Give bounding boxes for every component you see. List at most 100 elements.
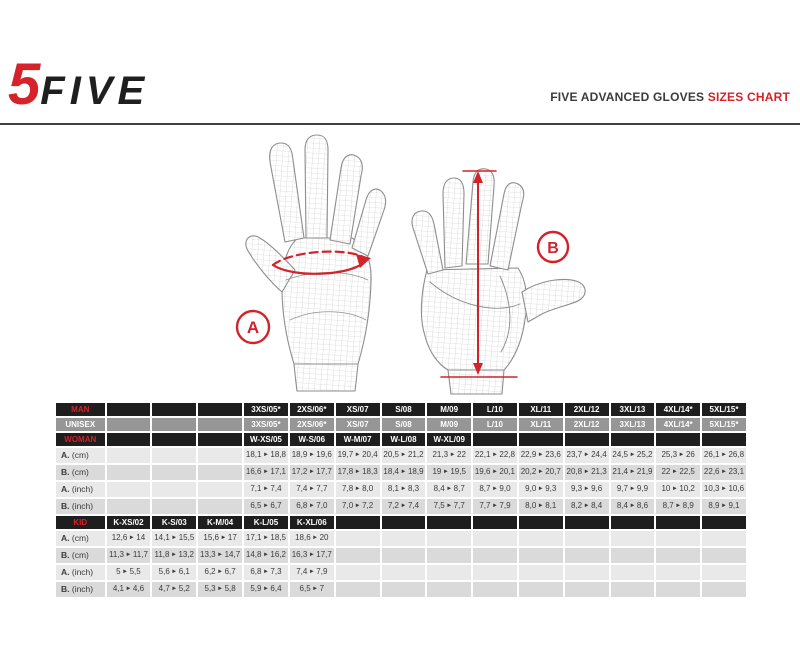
size-cell: 9,3 ► 9,6 xyxy=(564,482,609,497)
range-arrow-icon: ► xyxy=(491,486,498,492)
size-cell: 7,7 ► 7,9 xyxy=(473,499,517,514)
range-arrow-icon: ► xyxy=(262,452,269,458)
size-cell: S/08 xyxy=(381,403,426,416)
size-cell: 13,3 ► 14,7 xyxy=(198,548,243,563)
empty-cell xyxy=(518,565,563,580)
size-cell: 19,7 ► 20,4 xyxy=(335,448,380,463)
empty-cell xyxy=(701,531,746,546)
range-arrow-icon: ► xyxy=(583,486,590,492)
size-cell: 10 ► 10,2 xyxy=(656,482,700,497)
empty-cell xyxy=(106,482,151,497)
size-cell: M/09 xyxy=(427,418,471,431)
size-cell: 9,7 ► 9,9 xyxy=(610,482,655,497)
size-cell: 21,4 ► 21,9 xyxy=(610,465,655,480)
size-cell: 10,3 ► 10,6 xyxy=(701,482,746,497)
size-cell: W-XL/09 xyxy=(427,433,471,446)
size-cell: W-XS/05 xyxy=(244,433,288,446)
range-arrow-icon: ► xyxy=(217,569,224,575)
size-cell: 11,3 ► 11,7 xyxy=(106,548,151,563)
range-arrow-icon: ► xyxy=(171,535,178,541)
size-cell: 8,2 ► 8,4 xyxy=(564,499,609,514)
range-arrow-icon: ► xyxy=(442,469,449,475)
range-arrow-icon: ► xyxy=(354,452,361,458)
hands-measurement-diagram: A B xyxy=(235,134,586,395)
size-cell: 20,8 ► 21,3 xyxy=(564,465,609,480)
size-cell: M/09 xyxy=(427,403,471,416)
empty-cell xyxy=(381,516,426,529)
range-arrow-icon: ► xyxy=(125,586,132,592)
range-arrow-icon: ► xyxy=(537,452,544,458)
size-cell: L/10 xyxy=(473,418,517,431)
empty-cell xyxy=(656,433,700,446)
size-cell: 7,5 ► 7,7 xyxy=(427,499,471,514)
size-cell: 24,5 ► 25,2 xyxy=(610,448,655,463)
range-arrow-icon: ► xyxy=(217,586,224,592)
range-arrow-icon: ► xyxy=(721,486,727,492)
range-arrow-icon: ► xyxy=(583,503,590,509)
logo-number: 5 xyxy=(8,52,40,117)
size-cell: 11,8 ► 13,2 xyxy=(152,548,197,563)
size-cell: 17,2 ► 17,7 xyxy=(289,465,334,480)
size-cell: XL/11 xyxy=(518,418,563,431)
empty-cell xyxy=(106,448,151,463)
range-arrow-icon: ► xyxy=(312,586,319,592)
page-title-accent: SIZES CHART xyxy=(707,90,790,104)
size-cell: 3XL/13 xyxy=(610,403,655,416)
range-arrow-icon: ► xyxy=(491,503,498,509)
empty-cell xyxy=(381,565,426,580)
range-arrow-icon: ► xyxy=(537,503,544,509)
page-title: FIVE ADVANCED GLOVES SIZES CHART xyxy=(550,90,790,104)
range-arrow-icon: ► xyxy=(125,552,132,558)
empty-cell xyxy=(381,548,426,563)
empty-cell xyxy=(610,565,655,580)
empty-cell xyxy=(701,516,746,529)
size-cell: W-L/08 xyxy=(381,433,426,446)
empty-cell xyxy=(106,499,151,514)
table-row: KID K-XS/02 K-S/03 K-M/04 K-L/05 K-XL/06 xyxy=(56,516,746,529)
empty-cell xyxy=(701,582,746,597)
empty-cell xyxy=(198,482,243,497)
empty-cell xyxy=(152,403,197,416)
range-arrow-icon: ► xyxy=(354,503,361,509)
empty-cell xyxy=(564,531,609,546)
range-arrow-icon: ► xyxy=(312,535,319,541)
five-logo: 5FIVE xyxy=(8,56,149,114)
range-arrow-icon: ► xyxy=(128,535,135,541)
size-cell: 14,1 ► 15,5 xyxy=(152,531,197,546)
empty-cell xyxy=(656,531,700,546)
size-table: MAN 3XS/05* 2XS/06* XS/07 S/08 M/09 L/10 XL/11 2… xyxy=(54,401,748,599)
right-hand-wireframe xyxy=(411,168,586,395)
range-arrow-icon: ► xyxy=(308,486,315,492)
empty-cell xyxy=(427,548,471,563)
empty-cell xyxy=(152,448,197,463)
page-title-main: FIVE ADVANCED GLOVES xyxy=(550,90,705,104)
empty-cell xyxy=(427,565,471,580)
empty-cell xyxy=(610,433,655,446)
size-cell: 25,3 ► 26 xyxy=(656,448,700,463)
range-arrow-icon: ► xyxy=(171,586,178,592)
range-arrow-icon: ► xyxy=(446,486,453,492)
empty-cell xyxy=(152,418,197,431)
range-arrow-icon: ► xyxy=(122,569,129,575)
empty-cell xyxy=(335,582,380,597)
empty-cell xyxy=(610,516,655,529)
size-cell: K-S/03 xyxy=(152,516,197,529)
empty-cell xyxy=(106,433,151,446)
empty-cell xyxy=(473,531,517,546)
marker-b-badge: B xyxy=(536,230,570,264)
size-cell: 8,0 ► 8,1 xyxy=(518,499,563,514)
empty-cell xyxy=(564,548,609,563)
size-cell: 7,4 ► 7,7 xyxy=(289,482,334,497)
size-cell: 6,2 ► 6,7 xyxy=(198,565,243,580)
size-cell: 22,1 ► 22,8 xyxy=(473,448,517,463)
size-cell: 22,9 ► 23,6 xyxy=(518,448,563,463)
size-cell: 6,5 ► 6,7 xyxy=(244,499,288,514)
size-cell: 20,2 ► 20,7 xyxy=(518,465,563,480)
empty-cell xyxy=(106,418,151,431)
row-label: MAN xyxy=(56,403,105,416)
empty-cell xyxy=(335,565,380,580)
empty-cell xyxy=(198,499,243,514)
size-cell: 7,1 ► 7,4 xyxy=(244,482,288,497)
size-cell: 5,6 ► 6,1 xyxy=(152,565,197,580)
empty-cell xyxy=(518,516,563,529)
